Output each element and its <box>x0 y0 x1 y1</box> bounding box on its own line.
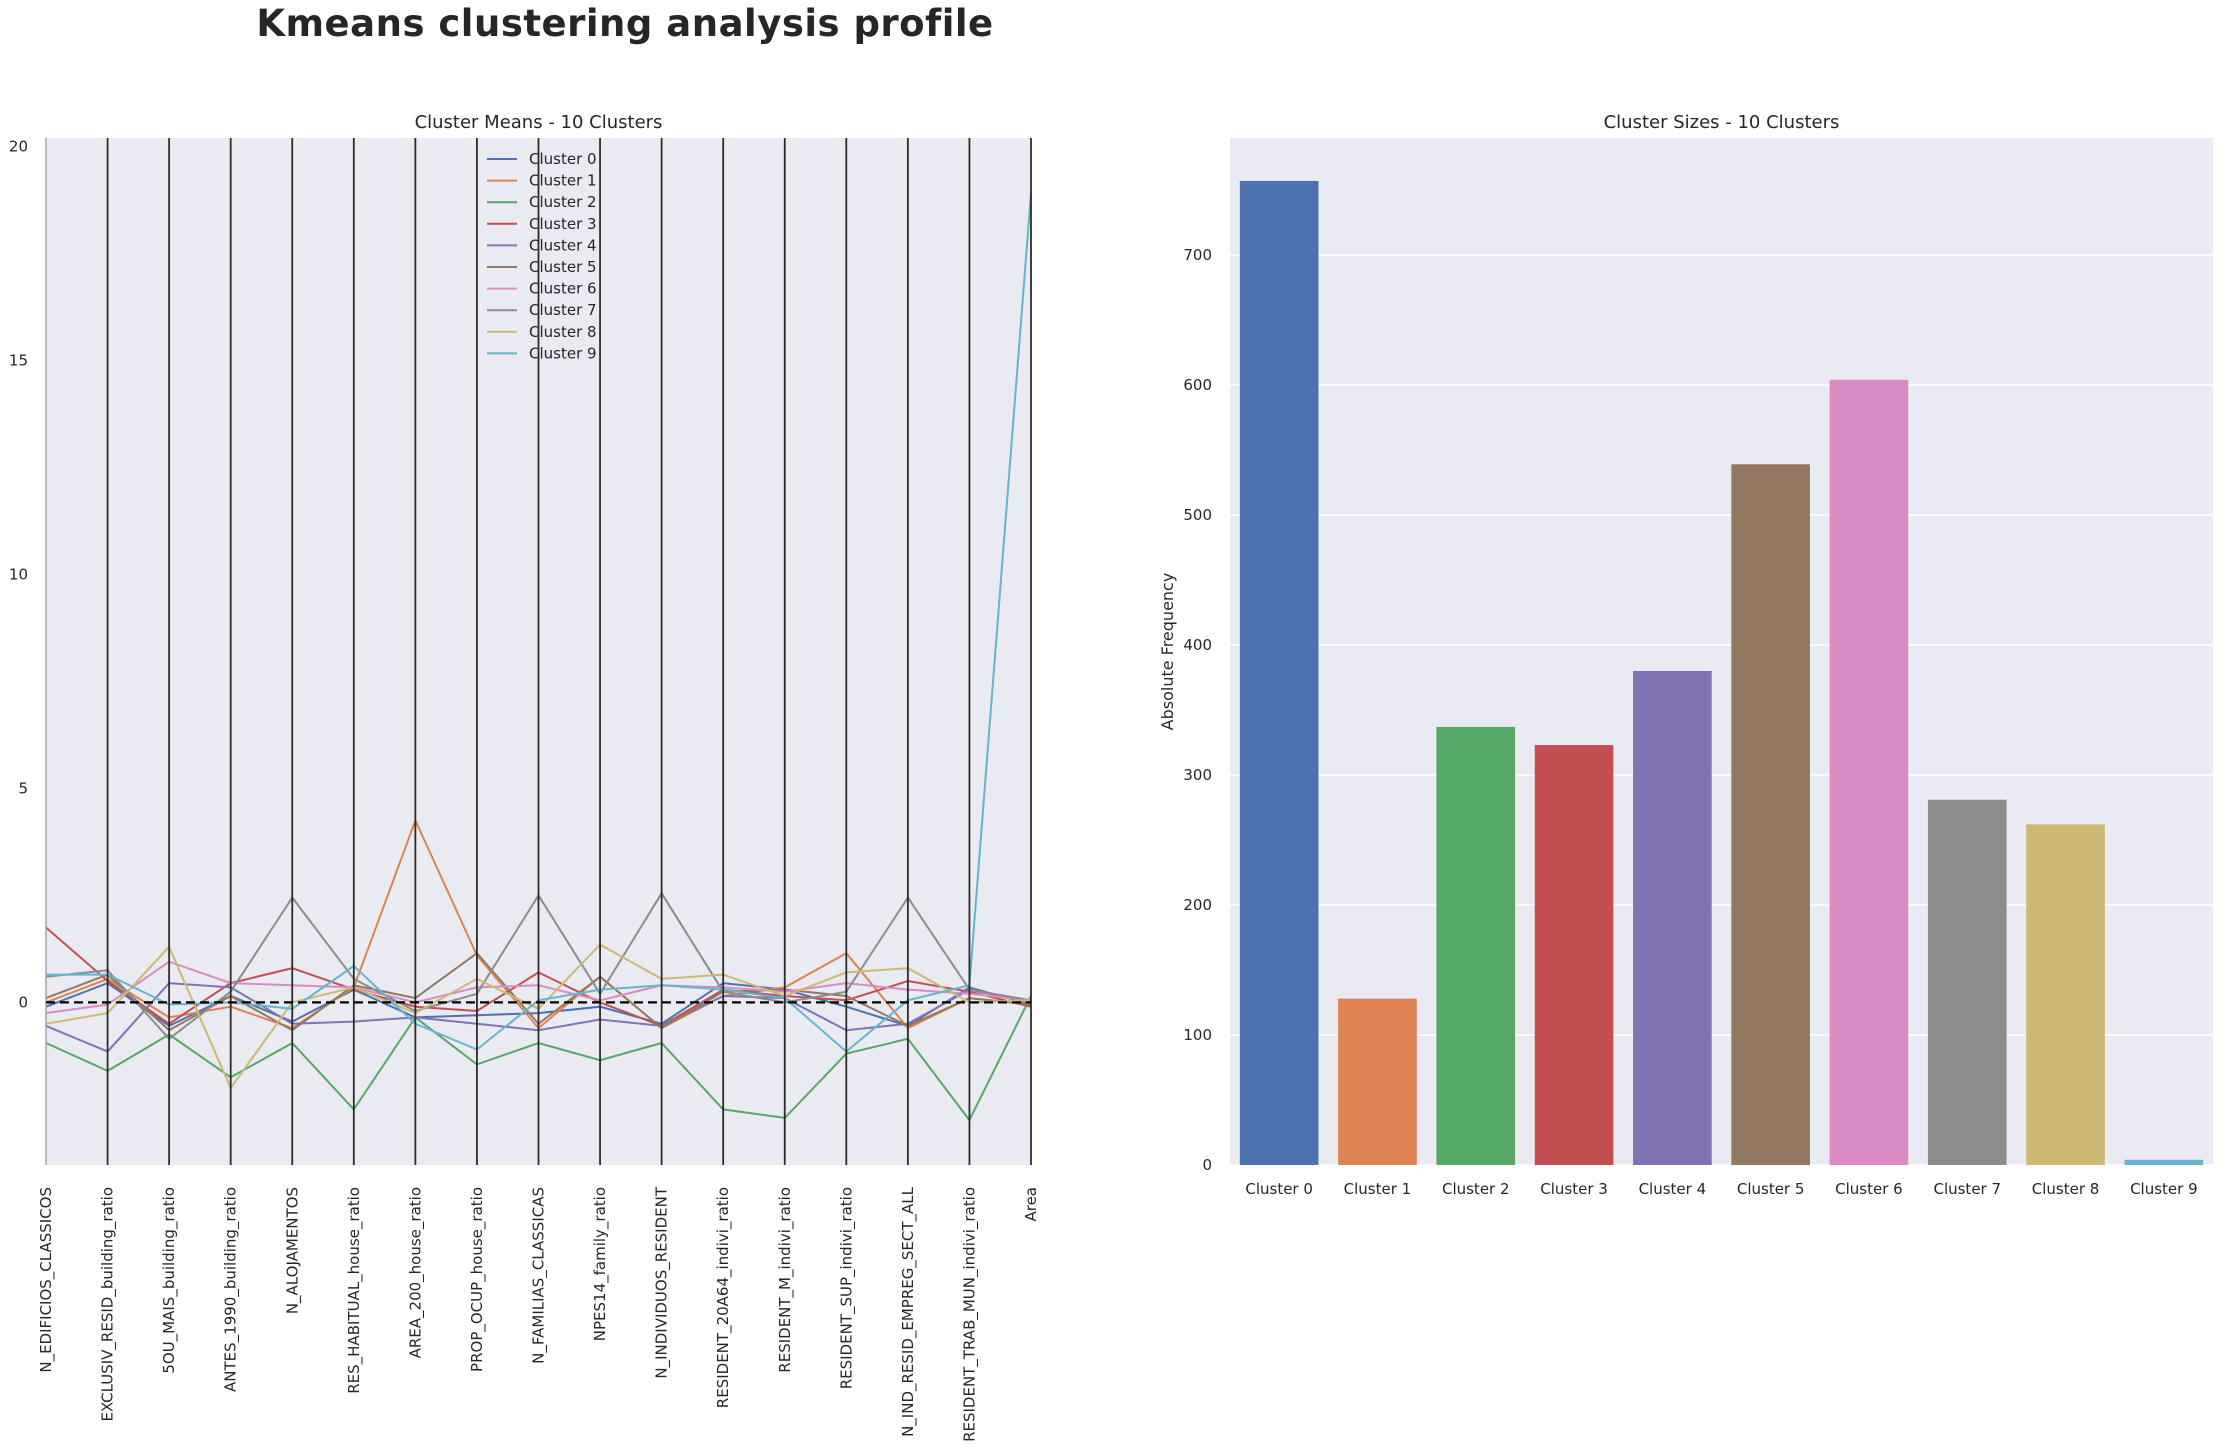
y-tick-label: 10 <box>9 565 28 583</box>
x-tick-label: N_ALOJAMENTOS <box>283 1187 302 1314</box>
y-tick-label: 600 <box>1183 376 1212 394</box>
x-tick-label: NPES14_family_ratio <box>591 1187 610 1341</box>
bar-cluster-8 <box>2026 824 2105 1165</box>
chart-title: Cluster Means - 10 Clusters <box>415 112 663 133</box>
x-tick-label: N_INDIVIDUOS_RESIDENT <box>653 1186 672 1378</box>
x-tick-label: RESIDENT_SUP_indivi_ratio <box>837 1187 856 1389</box>
legend-label: Cluster 1 <box>529 172 597 190</box>
x-tick-label: Cluster 5 <box>1737 1180 1805 1198</box>
y-tick-label: 300 <box>1183 766 1212 784</box>
y-tick-label: 500 <box>1183 506 1212 524</box>
x-tick-label: Cluster 1 <box>1344 1180 1412 1198</box>
legend-label: Cluster 0 <box>529 150 597 168</box>
y-tick-label: 15 <box>9 352 28 370</box>
x-tick-label: Cluster 8 <box>2032 1180 2100 1198</box>
cluster-means-chart: Cluster Means - 10 Clusters 0 5 10 15 20 N_EDI… <box>9 112 1040 1442</box>
x-tick-label: 5OU_MAIS_building_ratio <box>160 1187 179 1374</box>
x-tick-label: Cluster 6 <box>1835 1180 1903 1198</box>
y-tick-label: 700 <box>1183 246 1212 264</box>
y-tick-label: 0 <box>1202 1156 1212 1174</box>
bar-cluster-0 <box>1239 180 1319 1165</box>
y-tick-label: 20 <box>9 138 28 156</box>
y-tick-label: 400 <box>1183 636 1212 654</box>
y-tick-label: 200 <box>1183 896 1212 914</box>
x-tick-label: N_EDIFICIOS_CLASSICOS <box>37 1187 56 1373</box>
x-tick-label: ANTES_1990_building_ratio <box>222 1187 241 1392</box>
x-tick-label: Cluster 7 <box>1933 1180 2001 1198</box>
cluster-sizes-chart: Cluster Sizes - 10 Clusters 0 100 200 300 400… <box>1158 112 2213 1198</box>
legend-label: Cluster 9 <box>529 344 597 362</box>
x-tick-label: Cluster 9 <box>2130 1180 2198 1198</box>
x-tick-label: Area <box>1022 1187 1040 1222</box>
legend-label: Cluster 7 <box>529 301 597 319</box>
x-tick-label: Cluster 0 <box>1245 1180 1313 1198</box>
bar-cluster-9 <box>2124 1159 2204 1165</box>
x-tick-label: RESIDENT_M_indivi_ratio <box>776 1187 795 1373</box>
figure-title: Kmeans clustering analysis profile <box>256 2 994 45</box>
x-tick-label: N_IND_RESID_EMPREG_SECT_ALL <box>899 1186 918 1437</box>
bar-cluster-2 <box>1436 726 1516 1165</box>
legend-label: Cluster 8 <box>529 323 597 341</box>
x-tick-label: N_FAMILIAS_CLASSICAS <box>530 1187 549 1364</box>
x-tick-label: Cluster 2 <box>1442 1180 1510 1198</box>
y-tick-label: 5 <box>18 779 28 797</box>
x-tick-label: RESIDENT_TRAB_MUN_indivi_ratio <box>960 1187 979 1442</box>
legend-label: Cluster 5 <box>529 258 597 276</box>
bar-cluster-7 <box>1927 799 2007 1165</box>
bar-cluster-4 <box>1633 671 1712 1165</box>
legend-label: Cluster 4 <box>529 236 597 254</box>
legend-label: Cluster 3 <box>529 215 597 233</box>
chart-title: Cluster Sizes - 10 Clusters <box>1604 112 1840 133</box>
bar-cluster-3 <box>1534 745 1614 1165</box>
x-tick-label: Cluster 4 <box>1639 1180 1707 1198</box>
legend-label: Cluster 2 <box>529 193 597 211</box>
bar-cluster-5 <box>1731 464 1810 1165</box>
bar-cluster-1 <box>1338 998 1417 1165</box>
y-axis-label: Absolute Frequency <box>1158 573 1177 731</box>
x-tick-label: PROP_OCUP_house_ratio <box>468 1187 487 1372</box>
x-tick-label: Cluster 3 <box>1540 1180 1608 1198</box>
x-tick-label: RES_HABITUAL_house_ratio <box>345 1187 364 1394</box>
y-tick-label: 100 <box>1183 1026 1212 1044</box>
x-tick-label: AREA_200_house_ratio <box>406 1187 425 1358</box>
bar-cluster-6 <box>1829 379 1909 1165</box>
y-tick-label: 0 <box>18 993 28 1011</box>
x-tick-label: RESIDENT_20A64_indivi_ratio <box>714 1187 733 1408</box>
x-tick-label: EXCLUSIV_RESID_building_ratio <box>99 1187 118 1422</box>
legend-label: Cluster 6 <box>529 280 597 298</box>
